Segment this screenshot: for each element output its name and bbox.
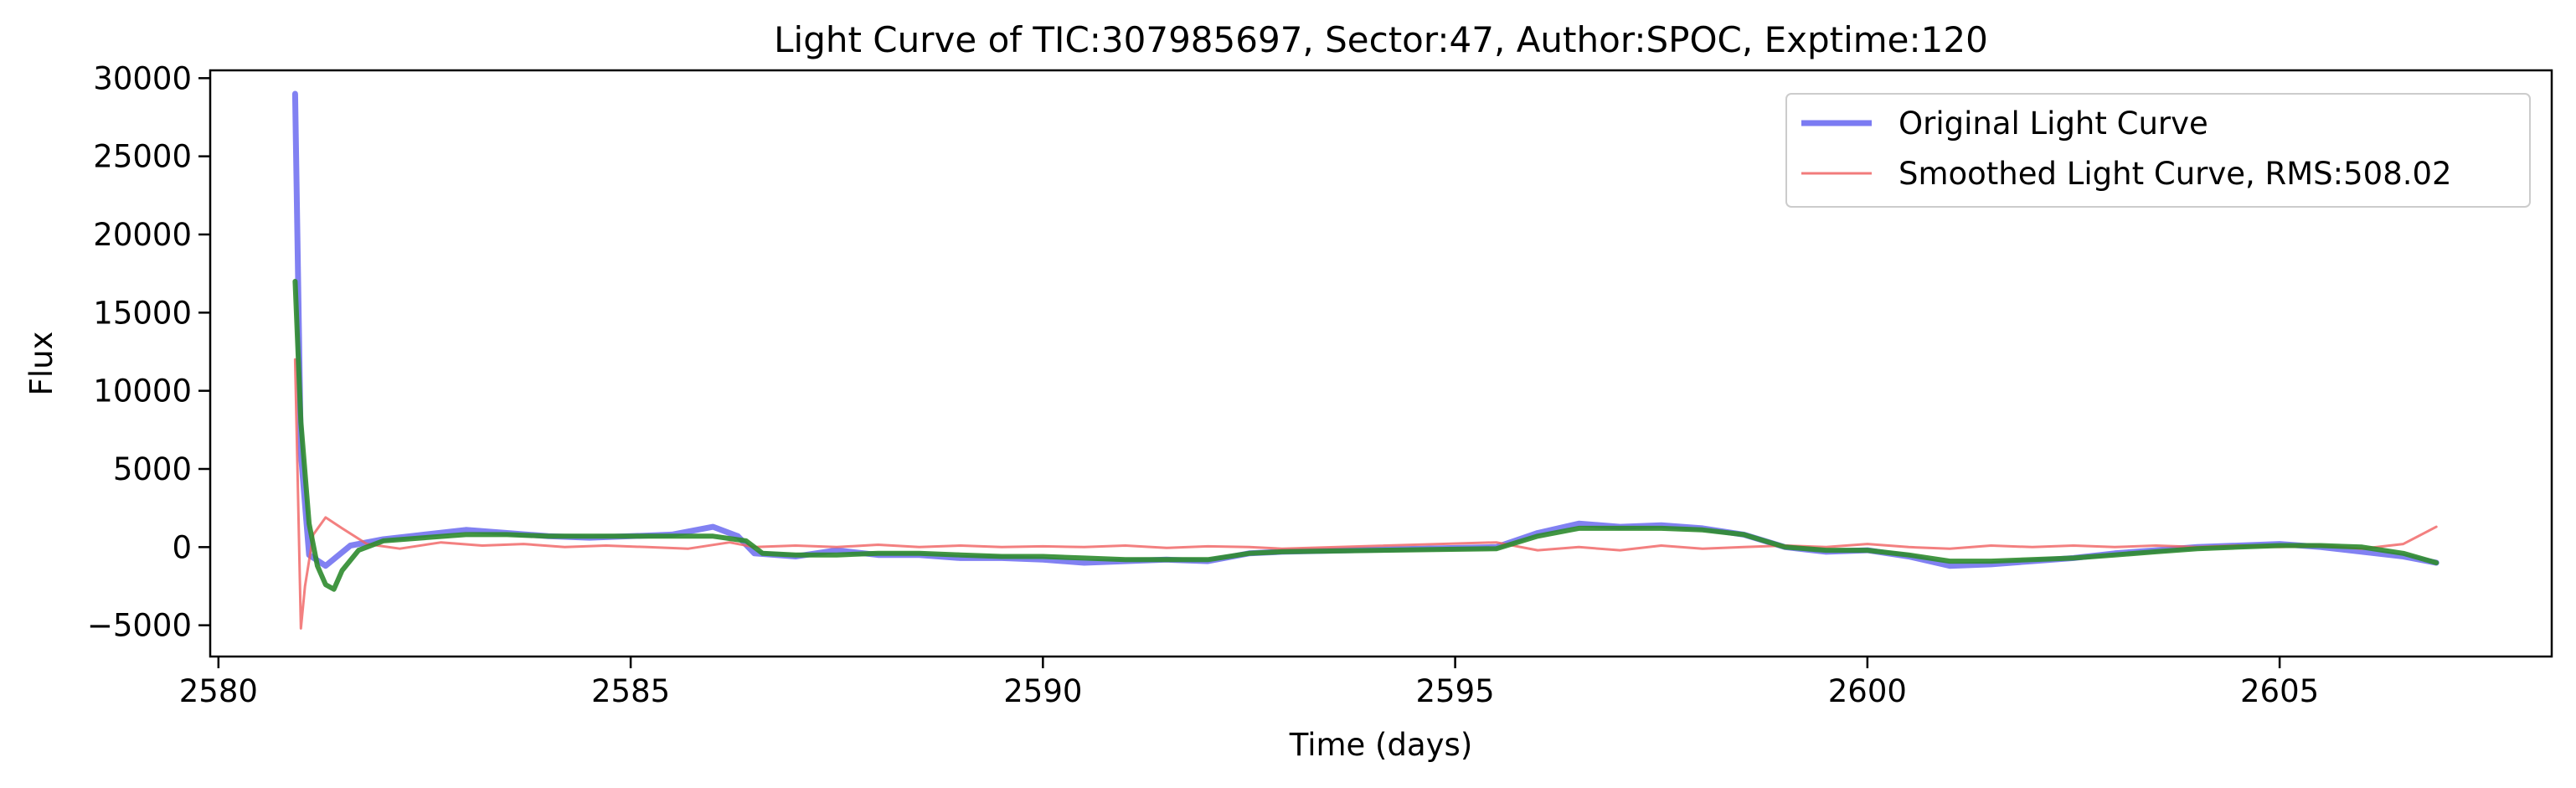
y-tick-label: 0 xyxy=(172,529,192,565)
x-tick-label: 2595 xyxy=(1416,673,1495,709)
y-axis: −5000 0 5000 10000 15000 20000 25000 30000 xyxy=(87,60,210,644)
y-tick-label: 15000 xyxy=(93,295,192,331)
series-layer xyxy=(291,90,2439,630)
x-axis-label: Time (days) xyxy=(1289,727,1473,763)
x-tick-label: 2580 xyxy=(179,673,258,709)
series-line-1 xyxy=(293,358,2438,630)
y-tick-label: −5000 xyxy=(87,608,192,644)
series-line-2 xyxy=(292,279,2439,592)
x-tick-label: 2605 xyxy=(2240,673,2319,709)
plot-frame xyxy=(209,69,2553,658)
x-tick-label: 2585 xyxy=(591,673,670,709)
legend-label-original: Original Light Curve xyxy=(1899,106,2208,142)
x-tick-label: 2590 xyxy=(1003,673,1082,709)
x-axis: 2580 2585 2590 2595 2600 2605 xyxy=(179,657,2319,709)
y-axis-label: Flux xyxy=(23,332,59,396)
legend-box xyxy=(1785,93,2531,208)
x-tick-label: 2600 xyxy=(1828,673,1907,709)
y-tick-label: 25000 xyxy=(93,139,192,175)
legend: Original Light Curve Smoothed Light Curv… xyxy=(1785,93,2531,208)
legend-label-smoothed: Smoothed Light Curve, RMS:508.02 xyxy=(1899,156,2452,192)
y-tick-label: 30000 xyxy=(93,60,192,96)
y-tick-label: 10000 xyxy=(93,373,192,409)
y-tick-label: 5000 xyxy=(113,451,192,487)
y-tick-label: 20000 xyxy=(93,217,192,253)
chart-title: Light Curve of TIC:307985697, Sector:47,… xyxy=(774,19,1988,60)
